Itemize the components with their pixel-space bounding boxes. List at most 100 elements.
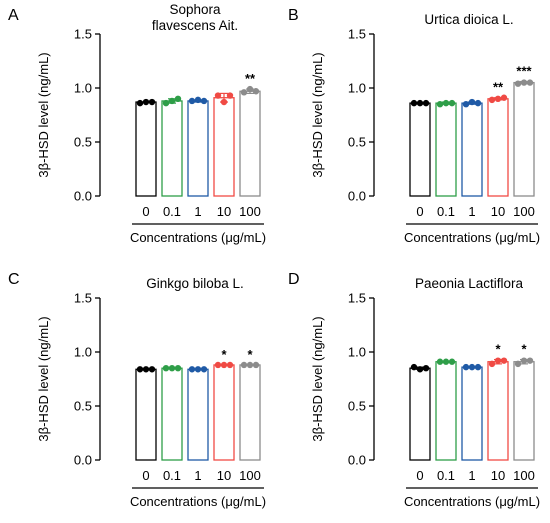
x-tick-label: 10 <box>217 468 231 483</box>
y-tick-label: 0.0 <box>348 189 366 204</box>
bar <box>239 364 261 461</box>
bar-group-0 <box>409 99 431 197</box>
x-tick-label: 0.1 <box>163 468 181 483</box>
data-point <box>148 366 156 373</box>
bar <box>461 366 483 461</box>
x-tick-label: 1 <box>468 468 475 483</box>
data-point <box>448 358 456 365</box>
data-point <box>162 99 170 107</box>
y-tick-label: 0.5 <box>74 399 92 414</box>
data-point <box>436 101 444 108</box>
data-point <box>168 97 176 105</box>
bar <box>239 90 261 197</box>
x-tick-label: 0 <box>416 204 423 219</box>
data-point <box>416 99 424 107</box>
bar <box>161 100 183 197</box>
data-point <box>488 96 496 104</box>
y-tick-label: 0.5 <box>348 399 366 414</box>
y-tick-label: 0.5 <box>348 135 366 150</box>
x-axis-label: Concentrations (μg/mL) <box>130 230 266 245</box>
data-point <box>526 357 534 364</box>
data-point <box>142 366 150 373</box>
chart-title: Sophora <box>169 2 221 17</box>
x-tick-label: 100 <box>513 468 535 483</box>
data-point <box>474 99 482 107</box>
data-point <box>474 363 482 371</box>
bar-group-0 <box>135 366 157 461</box>
data-point <box>520 357 528 364</box>
data-point <box>188 366 196 373</box>
data-point <box>246 85 254 93</box>
bar <box>487 98 509 197</box>
data-point <box>526 79 534 86</box>
bar <box>135 101 157 197</box>
data-point <box>494 357 502 364</box>
bar-group-10 <box>487 357 509 461</box>
data-point <box>468 363 476 371</box>
y-axis-label: 3β-HSD level (ng/mL) <box>36 316 51 441</box>
data-point <box>174 95 182 103</box>
x-axis-label: Concentrations (μg/mL) <box>404 230 540 245</box>
bar-group-10 <box>213 361 235 461</box>
bar-group-10 <box>487 94 509 197</box>
x-tick-label: 0.1 <box>437 468 455 483</box>
bar-group-0.1 <box>435 99 457 197</box>
x-tick-label: 1 <box>194 468 201 483</box>
bar-group-100 <box>239 85 261 197</box>
y-tick-label: 0.0 <box>74 453 92 468</box>
bar-group-0 <box>135 98 157 197</box>
y-tick-label: 1.0 <box>74 81 92 96</box>
data-point <box>194 366 202 373</box>
data-point <box>468 98 476 106</box>
panel-c: C Ginkgo biloba L. 0.0 0.5 1.0 1.5 3β-HSD leve… <box>8 271 266 509</box>
data-point <box>462 363 470 371</box>
chart-title: Paeonia Lactiflora <box>415 276 524 291</box>
bar-group-1 <box>461 98 483 197</box>
data-point <box>136 366 144 373</box>
data-point <box>252 88 260 95</box>
significance-mark: * <box>495 342 501 357</box>
bar-group-1 <box>461 363 483 461</box>
data-point <box>188 97 196 105</box>
bar <box>187 368 209 461</box>
bar-group-0.1 <box>161 365 183 461</box>
data-point <box>162 365 170 372</box>
bar-group-0 <box>409 363 431 461</box>
significance-mark: *** <box>516 64 532 79</box>
chart-title: Ginkgo biloba L. <box>146 276 244 291</box>
x-tick-label: 0 <box>142 204 149 219</box>
panel-letter: D <box>288 271 300 288</box>
data-point <box>410 99 418 107</box>
chart-title: flavescens Ait. <box>152 18 238 33</box>
x-tick-label: 0.1 <box>437 204 455 219</box>
y-tick-label: 1.0 <box>348 81 366 96</box>
data-point <box>500 357 508 364</box>
panel-letter: C <box>8 271 20 288</box>
data-point <box>148 98 156 106</box>
bar <box>513 361 535 461</box>
data-point <box>436 358 444 365</box>
data-point <box>240 361 248 369</box>
panel-letter: A <box>8 7 19 24</box>
data-point <box>520 79 528 86</box>
y-axis-label: 3β-HSD level (ng/mL) <box>310 52 325 177</box>
bar <box>435 361 457 461</box>
y-axis-label: 3β-HSD level (ng/mL) <box>310 316 325 441</box>
y-tick-label: 0.0 <box>348 453 366 468</box>
significance-mark: ** <box>493 80 504 95</box>
data-point <box>142 98 150 106</box>
y-tick-label: 1.5 <box>348 291 366 306</box>
bar-group-0.1 <box>435 358 457 461</box>
y-tick-label: 1.5 <box>74 291 92 306</box>
bar <box>409 367 431 461</box>
x-tick-label: 0.1 <box>163 204 181 219</box>
y-tick-label: 1.0 <box>348 345 366 360</box>
data-point <box>174 365 182 372</box>
significance-mark: * <box>521 342 527 357</box>
x-tick-label: 1 <box>194 204 201 219</box>
data-point <box>200 366 208 373</box>
bar <box>409 102 431 197</box>
bar <box>135 368 157 461</box>
